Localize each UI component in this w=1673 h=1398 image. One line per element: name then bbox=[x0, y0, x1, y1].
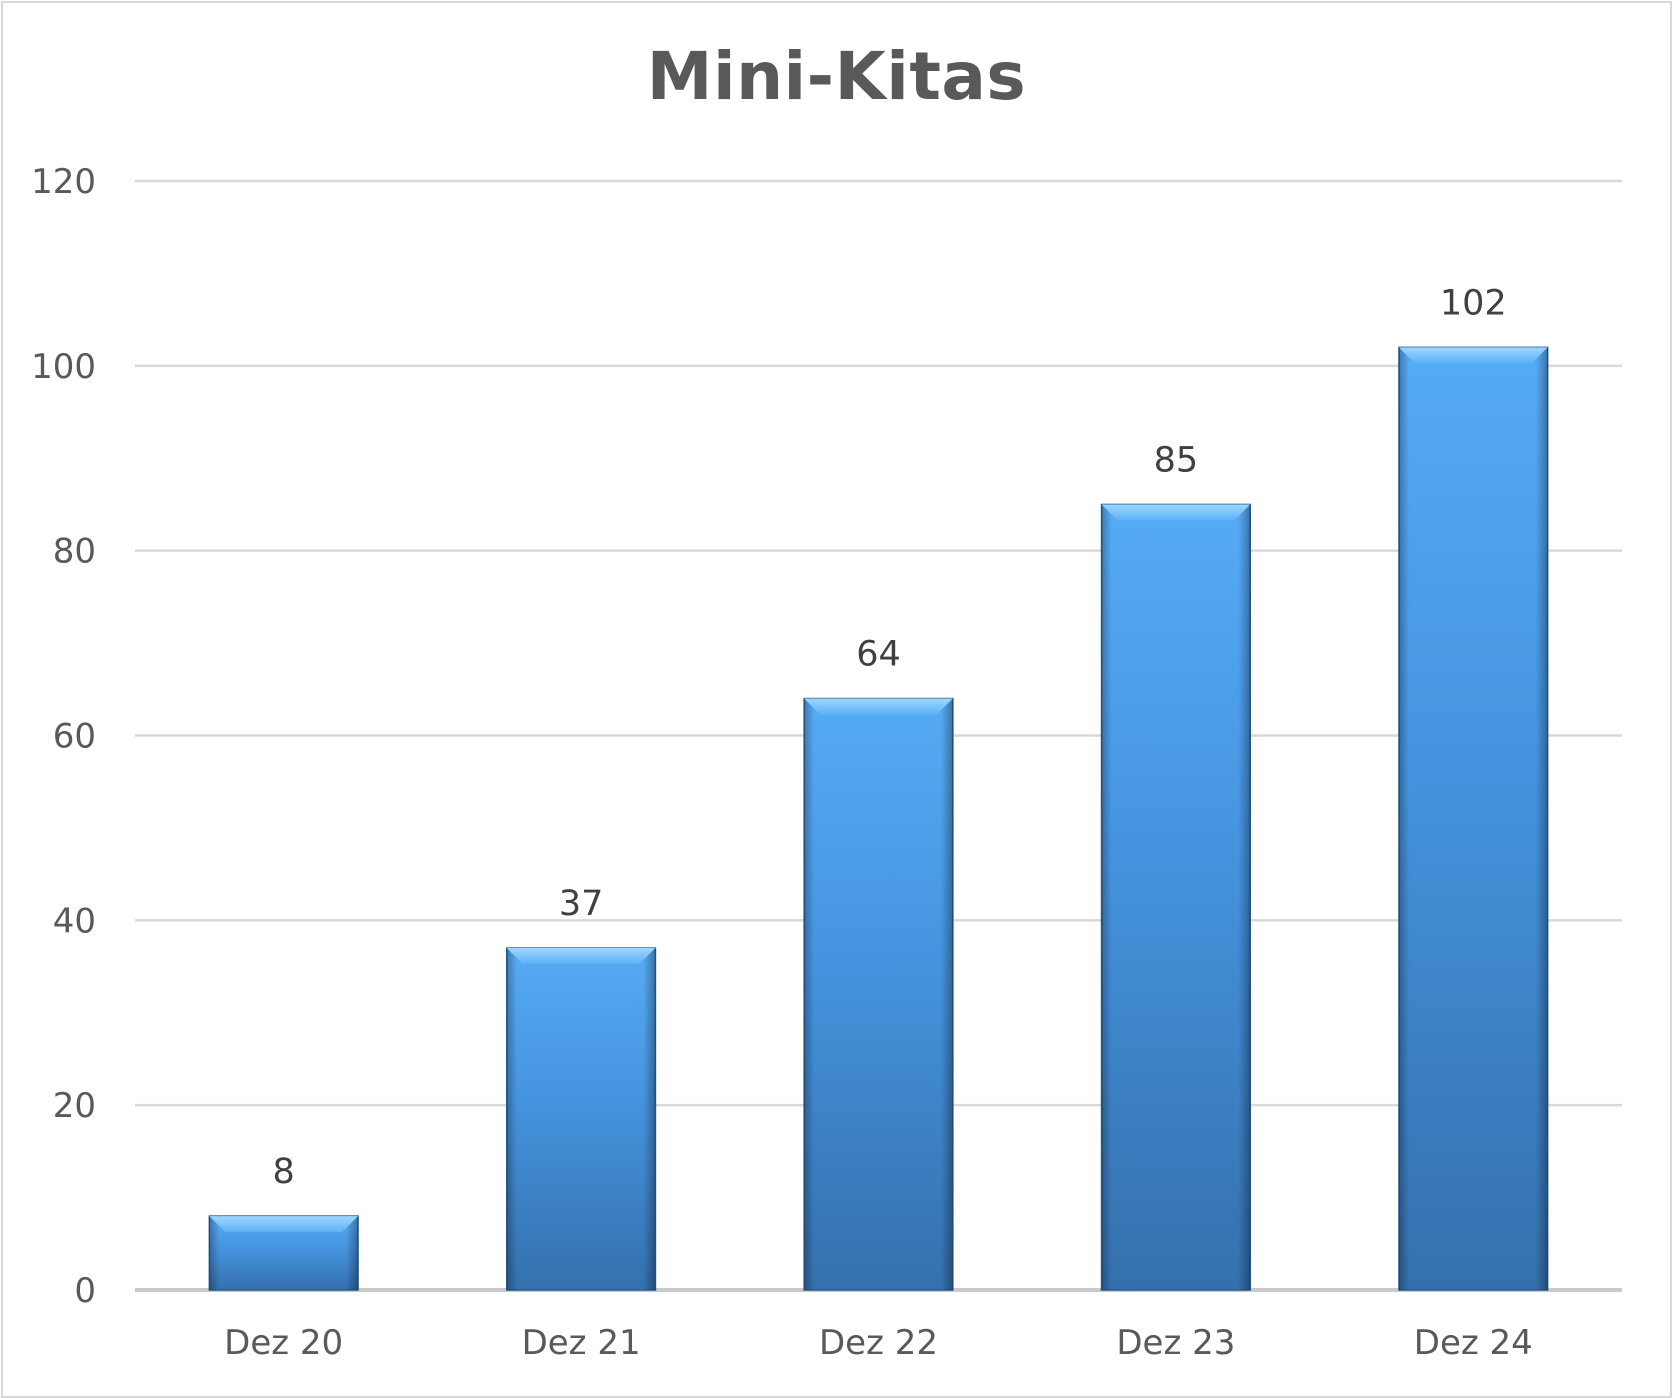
bar-bevel-top bbox=[1398, 347, 1548, 364]
y-tick-label: 60 bbox=[53, 717, 96, 757]
bar bbox=[208, 1215, 359, 1291]
bar bbox=[1100, 503, 1252, 1291]
y-tick-label: 0 bbox=[74, 1271, 96, 1311]
x-tick-label: Dez 24 bbox=[1414, 1323, 1533, 1363]
bar-bevel-right bbox=[1535, 347, 1548, 1291]
y-tick-label: 120 bbox=[31, 162, 96, 202]
bar-body bbox=[506, 947, 657, 1291]
y-tick-label: 40 bbox=[53, 901, 96, 941]
y-axis-ticks: 0 20 40 60 80 100 120 bbox=[31, 162, 96, 1311]
bar-bevel-left bbox=[804, 698, 815, 1290]
bar bbox=[1398, 346, 1549, 1291]
bar bbox=[803, 697, 954, 1291]
y-tick-label: 80 bbox=[53, 532, 96, 572]
bar-bevel-left bbox=[1398, 347, 1409, 1291]
bar-bevel-right bbox=[346, 1216, 359, 1290]
x-axis-ticks: Dez 20 Dez 21 Dez 22 Dez 23 Dez 24 bbox=[224, 1323, 1533, 1363]
bar-bevel-top bbox=[804, 698, 953, 715]
bar-bevel-right bbox=[643, 948, 656, 1290]
bar-body bbox=[1100, 503, 1252, 1291]
bars bbox=[208, 346, 1549, 1291]
bar-body bbox=[1398, 346, 1549, 1291]
data-label: 64 bbox=[856, 635, 901, 675]
x-tick-label: Dez 22 bbox=[819, 1323, 938, 1363]
data-label: 85 bbox=[1154, 440, 1199, 480]
chart-title: Mini-Kitas bbox=[646, 38, 1027, 115]
bar-bevel-left bbox=[1101, 504, 1112, 1290]
y-tick-label: 20 bbox=[53, 1086, 96, 1126]
y-tick-label: 100 bbox=[31, 347, 96, 387]
x-tick-label: Dez 23 bbox=[1116, 1323, 1235, 1363]
data-label: 8 bbox=[273, 1152, 295, 1192]
x-tick-label: Dez 21 bbox=[522, 1323, 641, 1363]
bar bbox=[506, 947, 657, 1291]
bar-bevel-left bbox=[506, 948, 517, 1290]
data-label: 102 bbox=[1440, 283, 1507, 323]
bar-bevel-left bbox=[209, 1216, 220, 1290]
bar-bevel-right bbox=[940, 698, 953, 1290]
bar-body bbox=[803, 697, 954, 1291]
bar-bevel-top bbox=[1101, 504, 1251, 521]
data-labels: 8 37 64 85 102 bbox=[273, 283, 1507, 1192]
data-label: 37 bbox=[559, 884, 604, 924]
bar-bevel-right bbox=[1238, 504, 1251, 1290]
x-tick-label: Dez 20 bbox=[224, 1323, 343, 1363]
bar-bevel-top bbox=[506, 948, 656, 965]
bar-bevel-top bbox=[209, 1216, 359, 1233]
